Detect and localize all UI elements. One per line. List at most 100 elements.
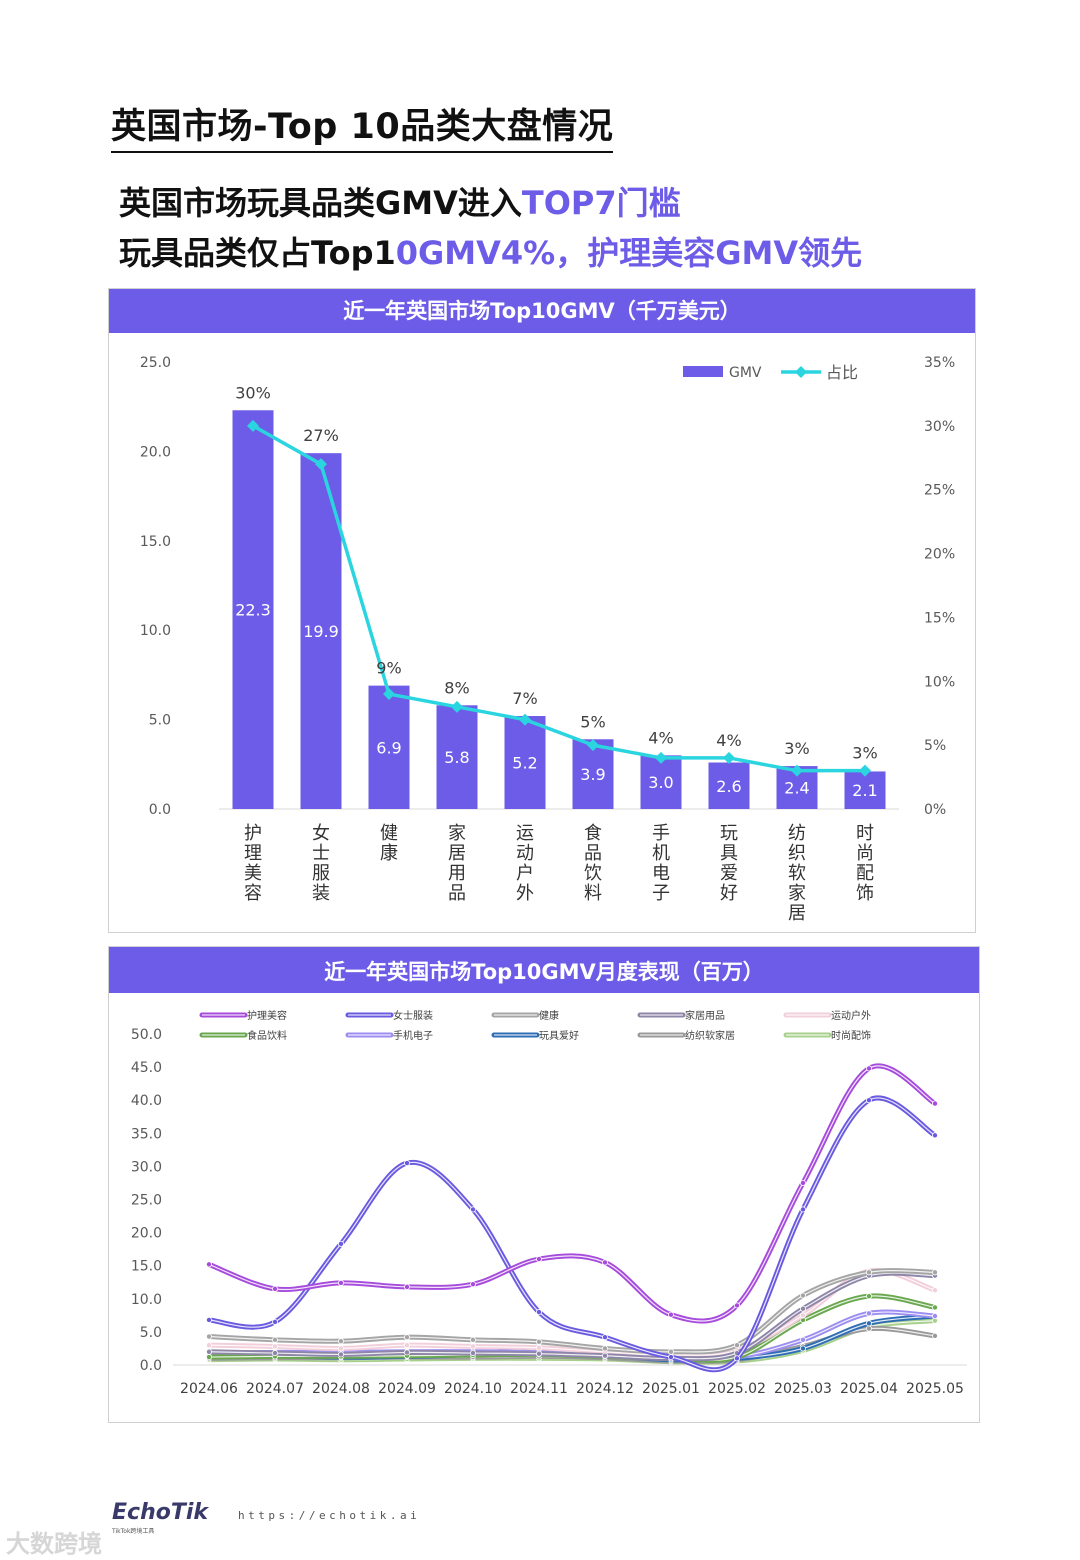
bar-value-label: 3.0 bbox=[648, 773, 673, 792]
category-label-char: 电 bbox=[652, 863, 670, 884]
category-label-char: 时 bbox=[856, 823, 874, 844]
echotik-logo: EchoTik TikTok跨境工具 bbox=[112, 1500, 208, 1535]
series-point bbox=[337, 1345, 344, 1352]
monthly-line-chart-panel: 近一年英国市场Top10GMV月度表现（百万） 0.0 5.0 10.0 15.0 20… bbox=[108, 946, 980, 1423]
x-tick-label: 2025.01 bbox=[642, 1381, 700, 1397]
category-label-char: 居 bbox=[788, 903, 806, 924]
share-marker bbox=[859, 764, 871, 777]
headline-1-highlight: TOP7门槛 bbox=[521, 184, 681, 222]
category-label-char: 品 bbox=[584, 843, 602, 864]
series-line-highlight bbox=[208, 1270, 936, 1353]
share-value-label: 4% bbox=[716, 731, 741, 750]
series-point bbox=[535, 1344, 542, 1351]
series-point bbox=[800, 1305, 807, 1312]
legend-share-marker bbox=[795, 366, 807, 378]
x-tick-label: 2024.07 bbox=[246, 1381, 304, 1397]
series-point bbox=[337, 1279, 344, 1286]
share-marker bbox=[791, 764, 803, 777]
legend-label: 家居用品 bbox=[685, 1009, 725, 1022]
y-right-tick-label: 30% bbox=[924, 419, 955, 435]
share-value-label: 3% bbox=[852, 744, 877, 763]
category-label-char: 机 bbox=[652, 843, 670, 864]
series-point bbox=[866, 1293, 873, 1300]
bar bbox=[708, 762, 750, 809]
category-label-char: 织 bbox=[788, 843, 806, 864]
category-label-char: 爱 bbox=[720, 863, 738, 884]
series-point bbox=[601, 1352, 608, 1359]
series-point bbox=[866, 1310, 873, 1317]
share-marker bbox=[655, 751, 667, 764]
brand-tag: TikTok跨境工具 bbox=[112, 1528, 155, 1535]
series-point bbox=[932, 1313, 939, 1320]
headline-2-text: 玩具品类仅占Top1 bbox=[119, 234, 396, 272]
series-point bbox=[206, 1342, 213, 1349]
category-label-char: 子 bbox=[652, 883, 670, 904]
x-tick-label: 2024.08 bbox=[312, 1381, 370, 1397]
series-point bbox=[469, 1350, 476, 1357]
y-tick-label: 0.0 bbox=[140, 1358, 162, 1374]
category-label-char: 外 bbox=[516, 883, 534, 904]
legend-label: 玩具爱好 bbox=[539, 1029, 579, 1042]
series-point bbox=[535, 1256, 542, 1263]
series-point bbox=[337, 1338, 344, 1345]
bar bbox=[436, 705, 478, 809]
footer-url[interactable]: https://echotik.ai bbox=[238, 1509, 421, 1522]
category-label-char: 家 bbox=[448, 823, 466, 844]
series-point bbox=[734, 1355, 741, 1362]
series-point bbox=[535, 1309, 542, 1316]
series-point bbox=[668, 1348, 675, 1355]
series-point bbox=[337, 1351, 344, 1358]
series-point bbox=[866, 1097, 873, 1104]
legend-label: 时尚配饰 bbox=[831, 1029, 871, 1042]
category-label-char: 手 bbox=[652, 823, 670, 844]
category-label-char: 饮 bbox=[584, 863, 602, 884]
series-point bbox=[271, 1285, 278, 1292]
share-marker bbox=[315, 458, 327, 471]
category-label-char: 装 bbox=[312, 883, 330, 904]
y-tick-label: 20.0 bbox=[131, 1226, 162, 1242]
share-line bbox=[252, 424, 865, 773]
y-tick-label: 5.0 bbox=[140, 1325, 162, 1341]
watermark: 大数跨境 bbox=[6, 1530, 102, 1558]
category-label-char: 家 bbox=[788, 883, 806, 904]
y-tick-label: 45.0 bbox=[131, 1060, 162, 1076]
share-value-label: 27% bbox=[303, 426, 339, 445]
share-value-label: 3% bbox=[784, 739, 809, 758]
category-label-char: 饰 bbox=[856, 883, 874, 904]
series-point bbox=[206, 1333, 213, 1340]
y-right-tick-label: 5% bbox=[924, 738, 946, 754]
series-point bbox=[535, 1350, 542, 1357]
headline-2: 玩具品类仅占Top10GMV4%，护理美容GMV领先 bbox=[119, 228, 862, 274]
legend-gmv-swatch bbox=[683, 366, 723, 377]
bar bbox=[504, 716, 546, 809]
series-point bbox=[535, 1338, 542, 1345]
legend-label: 运动户外 bbox=[831, 1009, 871, 1022]
y-tick-label: 40.0 bbox=[131, 1093, 162, 1109]
y-tick-label: 15.0 bbox=[131, 1259, 162, 1275]
headline-1-text: 英国市场玩具品类GMV进入 bbox=[119, 184, 522, 222]
series-point bbox=[932, 1269, 939, 1276]
category-label-char: 服 bbox=[312, 863, 330, 884]
share-value-label: 7% bbox=[512, 689, 537, 708]
y-left-tick-label: 20.0 bbox=[140, 444, 171, 460]
bar-value-label: 5.2 bbox=[512, 754, 537, 773]
series-point bbox=[800, 1206, 807, 1213]
bar-value-label: 22.3 bbox=[235, 601, 271, 620]
share-marker bbox=[383, 688, 395, 701]
series-point bbox=[932, 1132, 939, 1139]
share-value-label: 4% bbox=[648, 728, 673, 747]
y-tick-label: 50.0 bbox=[131, 1027, 162, 1043]
category-label-char: 玩 bbox=[720, 823, 738, 844]
series-point bbox=[403, 1349, 410, 1356]
bar bbox=[640, 755, 682, 809]
bar-value-label: 2.4 bbox=[784, 779, 809, 798]
legend-label: 护理美容 bbox=[247, 1009, 287, 1022]
x-tick-label: 2024.10 bbox=[444, 1381, 502, 1397]
headline-2-highlight: 0GMV4%，护理美容GMV领先 bbox=[395, 234, 863, 272]
category-label-char: 居 bbox=[448, 843, 466, 864]
legend-share-label: 占比 bbox=[826, 363, 858, 382]
series-point bbox=[469, 1206, 476, 1213]
share-value-label: 5% bbox=[580, 712, 605, 731]
series-point bbox=[601, 1259, 608, 1266]
x-tick-label: 2024.12 bbox=[576, 1381, 634, 1397]
